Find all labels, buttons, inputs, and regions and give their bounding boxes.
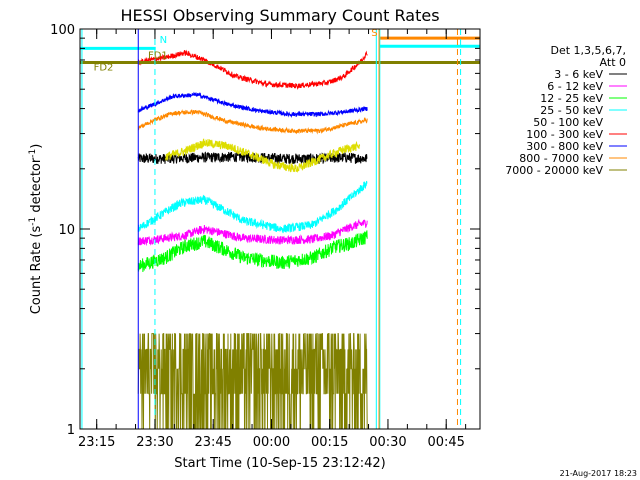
annotation-label: FD2	[94, 63, 114, 74]
x-tick-label: 00:00	[253, 435, 290, 450]
legend-header-line1: Det 1,3,5,6,7,	[550, 44, 626, 57]
legend-label: 25 - 50 keV	[540, 104, 603, 117]
annotation-label: S	[371, 28, 377, 39]
x-tick-label: 00:15	[311, 435, 348, 450]
legend-label: 12 - 25 keV	[540, 92, 603, 105]
legend-label: 800 - 7000 keV	[519, 152, 603, 165]
x-tick-label: 00:30	[369, 435, 406, 450]
x-tick-label: 00:45	[427, 435, 464, 450]
series-line	[137, 230, 368, 273]
series-line	[137, 180, 368, 234]
y-tick-label: 10	[58, 223, 75, 238]
legend-label: 100 - 300 keV	[526, 128, 603, 141]
annotations-group: N S FD1 FD2	[94, 28, 378, 73]
series-line	[138, 109, 368, 135]
chart-title: HESSI Observing Summary Count Rates	[120, 6, 439, 25]
legend-label: 50 - 100 keV	[533, 116, 603, 129]
legend-header-line2: Att 0	[600, 56, 626, 69]
series-line	[164, 138, 361, 173]
axes-group: 1 10 100 23:15 23:30 23:45 00:00 00:15 00:30 00:4…	[50, 23, 480, 450]
series-line	[137, 49, 368, 91]
markers-group	[80, 29, 480, 429]
series-line	[137, 91, 368, 118]
series-line	[137, 333, 368, 429]
y-tick-label: 100	[50, 23, 75, 38]
series-line	[137, 151, 368, 165]
annotation-label: N	[160, 35, 167, 46]
y-axis-label: Count Rate (s-1 detector-1)	[28, 144, 44, 315]
footer-date: 21-Aug-2017 18:23	[560, 469, 637, 478]
series-group	[137, 49, 368, 429]
legend-label: 300 - 800 keV	[526, 140, 603, 153]
legend-label: 3 - 6 keV	[554, 68, 603, 81]
y-tick-label: 1	[67, 423, 75, 438]
x-axis-label: Start Time (10-Sep-15 23:12:42)	[174, 456, 385, 471]
legend-label: 6 - 12 keV	[547, 80, 603, 93]
x-tick-label: 23:15	[78, 435, 115, 450]
legend-label: 7000 - 20000 keV	[505, 164, 603, 177]
x-tick-label: 23:30	[136, 435, 173, 450]
series-line	[137, 218, 368, 247]
annotation-label: FD1	[148, 51, 168, 62]
x-tick-label: 23:45	[194, 435, 231, 450]
